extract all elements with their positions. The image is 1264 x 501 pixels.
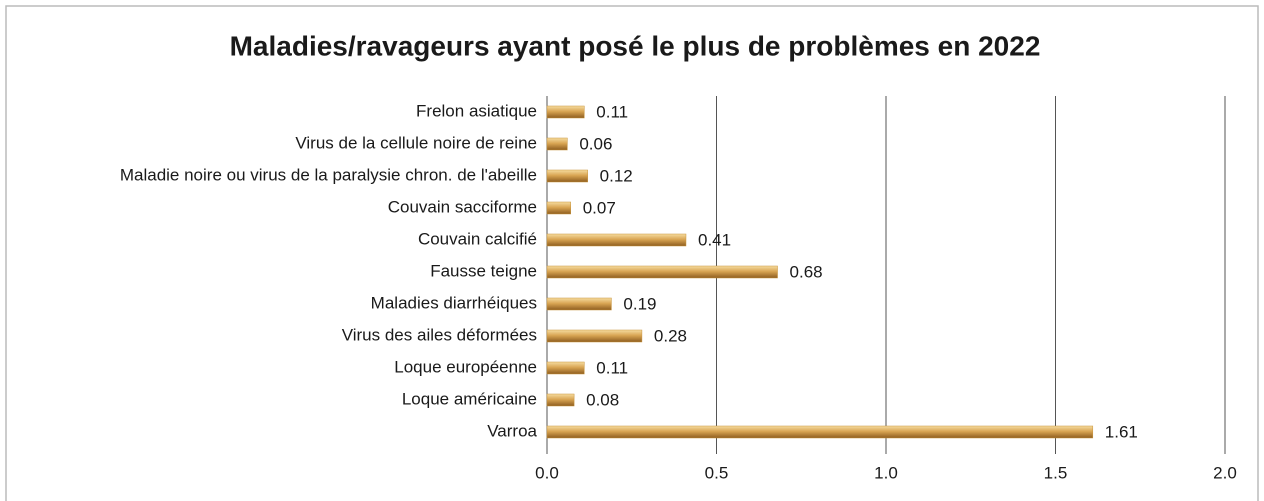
y-tick-label: Maladie noire ou virus de la paralysie c… [120,165,537,184]
bar [546,361,585,375]
x-tick-label: 2.0 [1213,463,1237,482]
x-tick-label: 1.0 [874,463,898,482]
data-label: 1.61 [1105,422,1138,441]
bar [546,425,1094,439]
x-tick-label: 0.0 [535,463,559,482]
y-tick-label: Loque européenne [394,357,537,376]
bar [546,137,568,151]
data-label: 0.07 [583,198,616,217]
bar [546,201,571,215]
y-tick-label: Virus des ailes déformées [342,325,537,344]
x-tick-label: 0.5 [705,463,729,482]
y-tick-label: Frelon asiatique [416,101,537,120]
data-label: 0.11 [596,102,628,121]
bar [546,393,575,407]
data-label: 0.08 [586,390,619,409]
x-tick-label: 1.5 [1044,463,1068,482]
y-tick-label: Couvain calcifié [418,229,537,248]
y-tick-label: Virus de la cellule noire de reine [295,133,537,152]
y-tick-label: Maladies diarrhéiques [371,293,537,312]
chart-title: Maladies/ravageurs ayant posé le plus de… [230,30,1041,61]
data-label: 0.12 [600,166,633,185]
y-tick-label: Varroa [487,421,537,440]
data-label: 0.41 [698,230,731,249]
data-label: 0.11 [596,358,628,377]
y-tick-label: Fausse teigne [430,261,537,280]
bar [546,265,778,279]
data-label: 0.19 [623,294,656,313]
bar [546,169,588,183]
bar [546,105,585,119]
data-label: 0.28 [654,326,687,345]
bar [546,233,687,247]
data-label: 0.06 [579,134,612,153]
chart-frame [5,5,1259,501]
y-tick-label: Loque américaine [402,389,537,408]
y-tick-label: Couvain sacciforme [388,197,537,216]
bar [546,297,612,311]
data-label: 0.68 [790,262,823,281]
bar [546,329,643,343]
